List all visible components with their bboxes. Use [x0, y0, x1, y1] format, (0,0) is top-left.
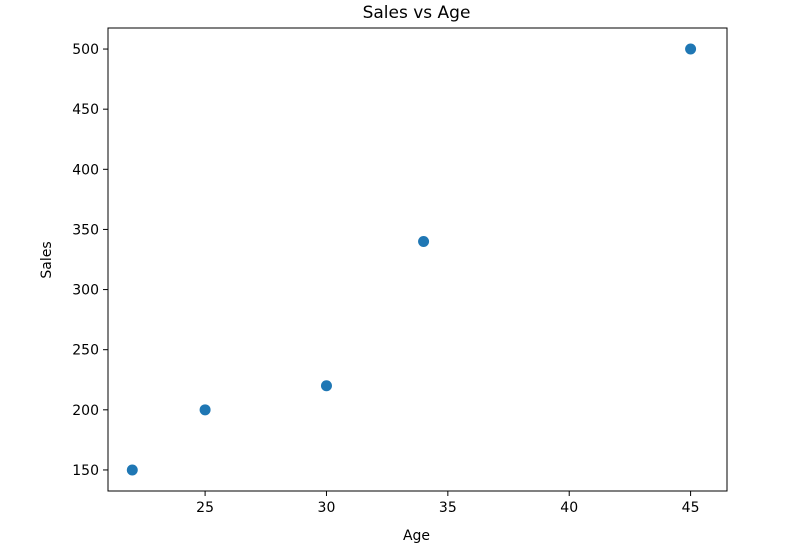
data-point: [126, 464, 138, 476]
y-tick-label: 200: [72, 403, 99, 419]
data-points: [126, 43, 697, 476]
data-point: [320, 380, 332, 392]
chart-title: Sales vs Age: [363, 3, 471, 23]
y-tick-label: 150: [72, 463, 99, 479]
y-tick-label: 300: [72, 283, 99, 299]
y-tick-label: 350: [72, 222, 99, 238]
plot-area: 25 30 35 40 45 150 200 250 300 350 400 450 500: [72, 27, 728, 516]
x-tick-label: 25: [196, 500, 214, 516]
y-tick-label: 450: [72, 102, 99, 118]
y-tick-label: 400: [72, 162, 99, 178]
x-tick-label: 45: [682, 500, 700, 516]
y-axis-label: Sales: [39, 241, 55, 278]
data-point: [685, 43, 697, 55]
x-tick-label: 30: [318, 500, 336, 516]
x-tick-label: 40: [560, 500, 578, 516]
y-tick-label: 500: [72, 42, 99, 58]
data-point: [418, 235, 430, 247]
x-axis-ticks: 25 30 35 40 45: [196, 491, 700, 516]
data-point: [199, 404, 211, 416]
x-tick-label: 35: [439, 500, 457, 516]
y-tick-label: 250: [72, 343, 99, 359]
y-axis-ticks: 150 200 250 300 350 400 450 500: [72, 42, 108, 479]
axes-frame: [107, 27, 728, 492]
x-axis-label: Age: [403, 528, 430, 544]
